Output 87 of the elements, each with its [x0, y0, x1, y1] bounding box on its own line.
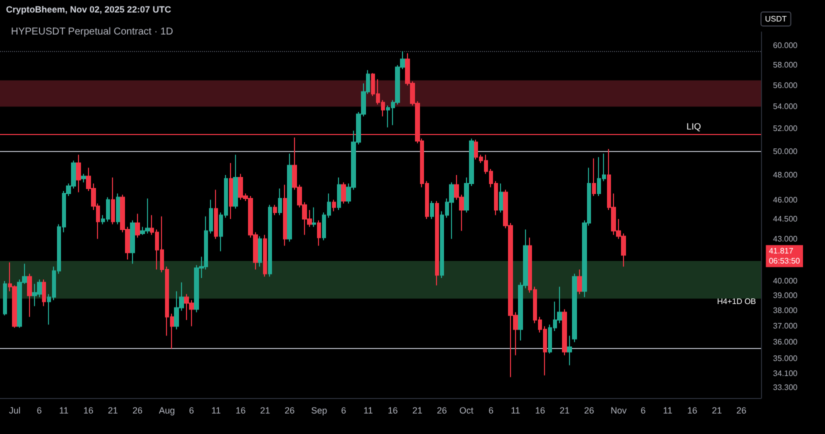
candlestick: [130, 220, 135, 264]
x-tick-label: 21: [260, 406, 270, 416]
ref-line-label: LIQ: [686, 122, 701, 132]
candlestick: [562, 308, 567, 356]
text: 41.817 06:53:50: [768, 246, 801, 266]
candlestick: [76, 154, 81, 193]
y-tick-label: 38.000: [773, 306, 798, 316]
candlestick: [278, 188, 282, 216]
y-axis-title: USDT: [765, 14, 787, 24]
candlestick: [435, 200, 439, 286]
x-tick-label: 11: [59, 406, 68, 416]
x-tick-label: 11: [510, 406, 520, 416]
candlestick: [287, 153, 292, 242]
y-tick-label: 50.000: [773, 146, 798, 156]
y-tick-label: 33.300: [773, 382, 798, 392]
x-tick-label: 6: [188, 406, 194, 416]
candlestick: [332, 199, 336, 212]
y-tick-label: 58.000: [773, 60, 798, 70]
y-tick-label: 44.500: [773, 214, 798, 224]
candlestick: [233, 154, 238, 210]
x-tick-label: 11: [663, 406, 672, 416]
x-tick-label: 21: [712, 406, 722, 416]
candlestick: [337, 176, 341, 210]
x-tick-label: 11: [211, 406, 221, 416]
x-tick-label: 6: [36, 406, 42, 416]
candlestick: [341, 182, 346, 204]
candlestick: [81, 173, 86, 183]
x-tick-label: Jul: [8, 406, 20, 416]
candlestick: [135, 213, 140, 238]
candlestick: [572, 273, 577, 343]
x-tick-label: Oct: [459, 406, 474, 416]
candlestick: [116, 192, 120, 225]
x-tick-label: Aug: [158, 406, 175, 416]
x-tick-label: 16: [535, 406, 546, 416]
candlestick: [3, 280, 7, 316]
x-tick-label: 16: [236, 406, 246, 416]
x-tick-label: 26: [284, 406, 295, 416]
band-label: H4+1D OB: [717, 297, 756, 306]
x-tick-label: 16: [83, 406, 94, 416]
x-tick-label: 6: [640, 406, 646, 416]
candlestick: [229, 162, 233, 220]
candlestick: [430, 200, 434, 220]
x-tick-label: Sep: [311, 406, 328, 416]
y-tick-label: 43.000: [773, 234, 798, 244]
candlestick: [263, 234, 267, 278]
candlestick: [577, 268, 582, 295]
candlestick: [567, 335, 572, 366]
y-tick-label: 34.100: [773, 369, 798, 378]
x-tick-label: 11: [364, 406, 373, 416]
y-tick-label: 35.000: [773, 354, 798, 364]
candlestick: [111, 176, 115, 225]
candlestick: [27, 273, 32, 318]
y-tick-label: 40.000: [773, 276, 798, 286]
y-tick-label: 56.000: [773, 80, 798, 90]
candlestick: [312, 206, 316, 228]
candlestick: [283, 184, 287, 246]
y-tick-label: 48.000: [773, 170, 798, 180]
y-tick-label: 36.000: [773, 338, 798, 347]
y-tick-label: 37.000: [773, 322, 798, 331]
candlestick: [592, 158, 596, 196]
x-tick-label: 6: [488, 406, 494, 416]
x-tick-label: 26: [584, 406, 594, 416]
candlestick: [214, 189, 218, 240]
candlestick: [499, 183, 503, 214]
candlestick: [449, 182, 454, 240]
x-tick-label: 21: [108, 406, 118, 416]
x-tick-label: 16: [388, 406, 398, 416]
y-tick-label: 46.000: [773, 195, 798, 204]
y-tick-label: 60.000: [773, 40, 798, 50]
x-tick-label: 16: [687, 406, 698, 416]
candlestick: [268, 204, 272, 278]
x-tick-label: 6: [341, 406, 346, 416]
candlestick: [258, 236, 262, 268]
candlestick: [317, 220, 321, 246]
candlestick: [273, 204, 277, 216]
x-tick-label: 26: [736, 406, 746, 416]
x-tick-label: 21: [560, 406, 570, 416]
y-tick-label: 54.000: [773, 102, 798, 112]
x-tick-label: 26: [132, 406, 142, 416]
candlestick: [42, 278, 46, 307]
x-tick-label: 21: [412, 406, 422, 416]
chart-title: HYPEUSDT Perpetual Contract · 1D: [11, 26, 174, 38]
x-tick-label: 26: [436, 406, 447, 416]
y-tick-label: 39.000: [773, 291, 798, 300]
text: CryptoBheem, Nov 02, 2025 22:07 UTC: [6, 4, 172, 14]
x-tick-label: Nov: [610, 406, 628, 416]
y-tick-label: 52.000: [773, 124, 798, 134]
